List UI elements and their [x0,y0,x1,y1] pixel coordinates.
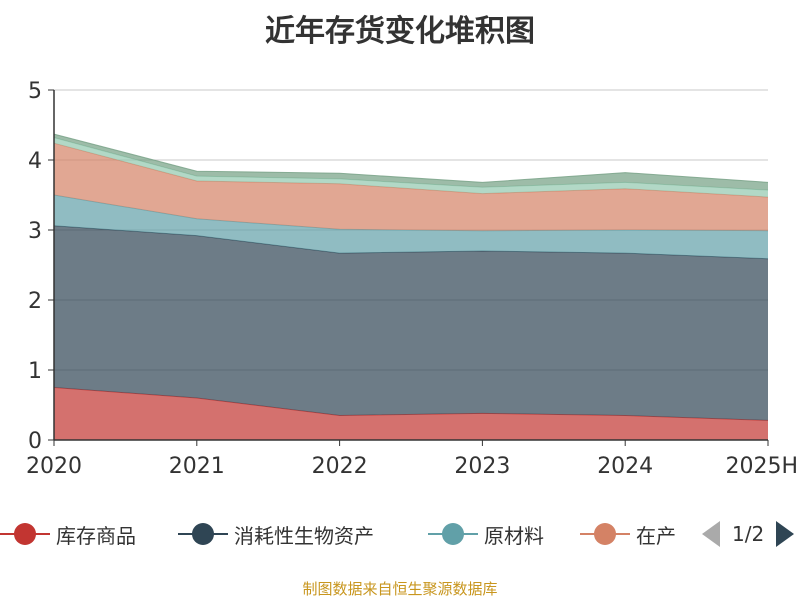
legend-swatch-1 [178,518,228,550]
legend-label: 原材料 [484,523,544,548]
legend-prev-page-icon[interactable] [702,521,720,547]
legend-swatch-3 [580,518,630,550]
area-series-4 [54,137,768,198]
x-tick-label-1: 2021 [169,454,225,479]
x-tick-label-5: 2025H [725,454,798,479]
legend-label: 消耗性生物资产 [234,523,374,548]
legend-item-3[interactable]: 在产 [580,518,676,550]
legend-label: 在产 [636,523,676,548]
y-tick-label-1: 1 [28,359,42,384]
x-tick-label-2: 2022 [312,454,368,479]
area-series-0 [54,387,768,440]
area-series-2 [54,195,768,259]
legend-label: 库存商品 [56,523,136,548]
legend-next-page-icon[interactable] [776,521,795,547]
x-tick-label-3: 2023 [454,454,510,479]
legend-swatch-dot [442,523,464,545]
y-tick-label-2: 2 [28,289,42,314]
legend-item-1[interactable]: 消耗性生物资产 [178,518,374,550]
legend-swatch-2 [428,518,478,550]
x-tick-label-0: 2020 [26,454,82,479]
legend-pager: 1/2 [702,518,795,550]
y-tick-label-4: 4 [28,149,42,174]
legend-item-2[interactable]: 原材料 [428,518,544,550]
legend-page-indicator: 1/2 [732,522,765,546]
x-tick-label-4: 2024 [597,454,653,479]
legend-swatch-dot [14,523,36,545]
chart-title: 近年存货变化堆积图 [265,14,535,49]
area-series-1 [54,225,768,421]
line-series-5 [53,133,769,183]
legend-swatch-0 [0,518,50,550]
line-series-0 [53,387,769,421]
chart-legend: 库存商品 消耗性生物资产 原材料 在产 [0,518,800,550]
area-series-5 [54,134,768,191]
legend-item-0[interactable]: 库存商品 [0,518,136,550]
y-tick-label-3: 3 [28,219,42,244]
source-note: 制图数据来自恒生聚源数据库 [302,580,498,598]
area-series-3 [54,143,768,231]
legend-swatch-dot [192,523,214,545]
y-tick-label-0: 0 [28,429,42,454]
y-tick-label-5: 5 [28,79,42,104]
legend-swatch-dot [594,523,616,545]
